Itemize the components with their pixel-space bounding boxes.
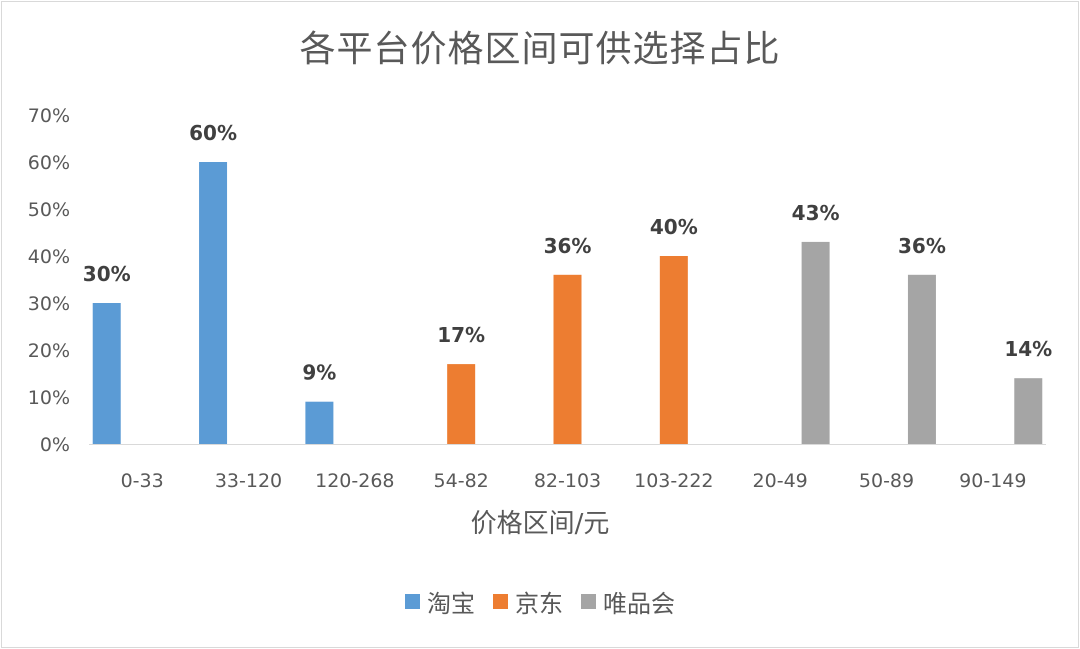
- y-tick-label: 30%: [28, 293, 70, 315]
- y-tick-label: 40%: [28, 246, 70, 268]
- data-label: 14%: [1004, 337, 1052, 361]
- x-tick-label: 120-268: [315, 470, 394, 492]
- x-tick-label: 20-49: [753, 470, 808, 492]
- legend-swatch-jd: [493, 594, 508, 609]
- x-tick-label: 82-103: [534, 470, 601, 492]
- legend-entry-jd: 京东: [493, 584, 563, 619]
- data-label: 36%: [898, 234, 946, 258]
- legend-label-vip: 唯品会: [603, 590, 675, 618]
- x-tick-label: 0-33: [121, 470, 164, 492]
- data-label: 60%: [189, 121, 237, 145]
- bar: [659, 256, 688, 444]
- legend-entry-vip: 唯品会: [581, 584, 675, 619]
- x-tick-label: 54-82: [434, 470, 489, 492]
- legend-entry-taobao: 淘宝: [405, 584, 475, 619]
- bar: [553, 274, 582, 444]
- x-tick-label: 90-149: [959, 470, 1026, 492]
- data-label: 30%: [83, 262, 131, 286]
- y-tick-label: 60%: [28, 152, 70, 174]
- bar: [447, 364, 476, 444]
- x-tick-label: 33-120: [215, 470, 282, 492]
- y-tick-label: 50%: [28, 199, 70, 221]
- x-axis-title: 价格区间/元: [470, 509, 610, 539]
- data-label: 36%: [544, 234, 592, 258]
- bar: [305, 401, 334, 444]
- data-label: 43%: [792, 201, 840, 225]
- data-label: 40%: [650, 215, 698, 239]
- legend-swatch-vip: [581, 594, 596, 609]
- y-tick-label: 70%: [28, 105, 70, 127]
- y-tick-label: 10%: [28, 387, 70, 409]
- bar: [801, 241, 830, 444]
- y-tick-label: 20%: [28, 340, 70, 362]
- data-label: 17%: [437, 323, 485, 347]
- x-tick-label: 50-89: [859, 470, 914, 492]
- legend-swatch-taobao: [405, 594, 420, 609]
- y-tick-label: 0%: [40, 434, 70, 456]
- x-tick-label: 103-222: [634, 470, 713, 492]
- bar: [1014, 378, 1043, 444]
- legend-label-jd: 京东: [515, 590, 563, 618]
- legend: 淘宝 京东 唯品会: [0, 584, 1080, 619]
- bar: [92, 303, 121, 444]
- bar: [199, 162, 228, 444]
- bar: [907, 274, 936, 444]
- data-label: 9%: [302, 361, 336, 385]
- chart-title: 各平台价格区间可供选择占比: [299, 29, 781, 70]
- legend-label-taobao: 淘宝: [427, 590, 475, 618]
